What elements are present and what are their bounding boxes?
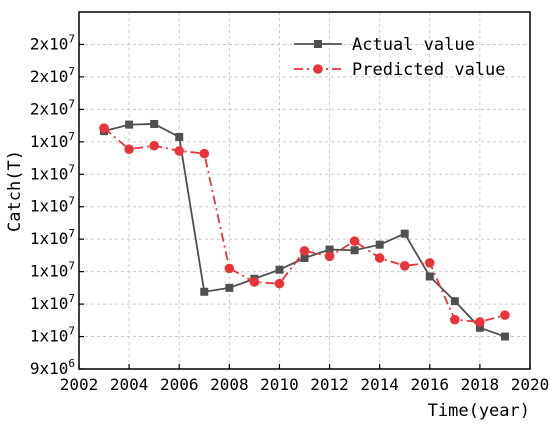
data-point [125, 120, 134, 129]
x-tick-label: 2004 [110, 375, 149, 394]
data-point [324, 251, 335, 262]
data-point [424, 258, 435, 268]
data-point [475, 317, 485, 327]
series-line [103, 127, 506, 323]
y-tick-label: 1x107 [30, 325, 75, 346]
legend-item: Predicted value [294, 60, 506, 80]
data-point [249, 277, 260, 287]
data-point [500, 332, 509, 341]
data-point [350, 246, 359, 255]
legend-label: Predicted value [352, 60, 506, 80]
y-tick-label: 2x107 [30, 65, 75, 86]
series-line [103, 123, 506, 338]
y-tick-label: 1x107 [30, 130, 75, 151]
y-axis-title: Catch(T) [5, 150, 25, 232]
data-point [124, 144, 134, 155]
x-tick-label: 2014 [360, 375, 399, 394]
y-tick-label: 2x107 [30, 97, 75, 118]
series [99, 119, 510, 341]
data-point [374, 253, 385, 263]
data-point [200, 287, 209, 296]
x-tick-label: 2002 [60, 375, 99, 394]
x-tick-label: 2018 [461, 375, 500, 394]
data-point [375, 240, 384, 249]
data-point [300, 254, 309, 263]
plot-frame [78, 11, 531, 370]
series-actual [100, 119, 509, 341]
legend-marker [314, 40, 322, 48]
data-point [349, 236, 360, 246]
data-point [175, 132, 184, 141]
legend: Actual value Predicted value [294, 35, 506, 80]
data-point [274, 278, 285, 289]
data-point [299, 246, 310, 256]
x-tick-label: 2012 [310, 375, 349, 394]
x-tick-label: 2010 [260, 375, 299, 394]
data-point [450, 314, 460, 325]
x-axis-title: Time(year) [428, 401, 530, 421]
y-tick-label: 1x107 [30, 292, 75, 313]
data-point [174, 146, 185, 156]
data-point [199, 148, 210, 159]
y-tick-label: 1x107 [30, 260, 75, 281]
x-tick-label: 2008 [210, 375, 249, 394]
data-point [500, 310, 510, 320]
data-point [400, 229, 409, 238]
y-tick-label: 1x107 [30, 162, 75, 183]
y-tick-label: 2x107 [30, 32, 75, 53]
data-point [325, 245, 334, 254]
series-predicted [99, 123, 510, 327]
x-tick-label: 2020 [511, 375, 550, 394]
data-point [275, 265, 284, 274]
y-tick-label: 9x106 [30, 357, 75, 378]
legend-marker [313, 64, 323, 74]
data-point [450, 297, 459, 306]
y-tick-label: 1x107 [30, 227, 75, 248]
data-point [149, 140, 159, 151]
legend-label: Actual value [352, 35, 475, 55]
data-point [425, 272, 434, 281]
data-point [99, 123, 109, 133]
x-tick-label: 2006 [160, 375, 199, 394]
data-point [399, 260, 410, 271]
x-tick-label: 2016 [411, 375, 450, 394]
data-point [225, 283, 234, 292]
y-tick-label: 1x107 [30, 195, 75, 216]
data-point [150, 119, 159, 128]
legend-item: Actual value [294, 35, 475, 55]
axes: 2002 2004 2006 2008 2010 2012 2014 2016 2018 2020… [30, 32, 549, 394]
data-point [475, 323, 484, 332]
data-point [224, 263, 235, 274]
